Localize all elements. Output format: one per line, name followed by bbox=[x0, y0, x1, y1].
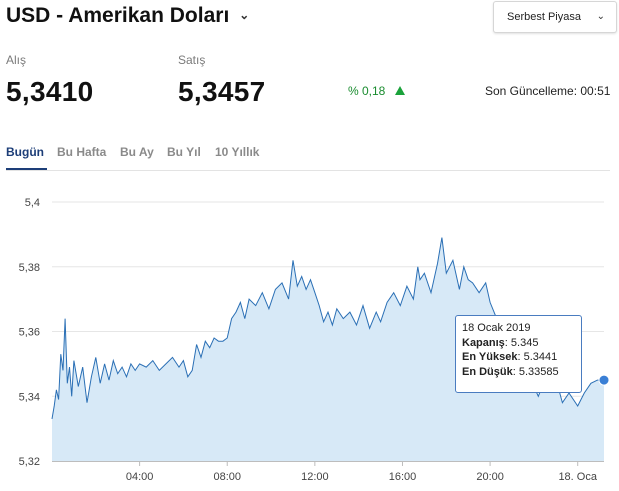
tooltip-high: En Yüksek: 5.3441 bbox=[462, 351, 558, 363]
sell-label: Satış bbox=[178, 53, 206, 67]
x-tick-label: 16:00 bbox=[389, 471, 417, 483]
last-updated: Son Güncelleme: 00:51 bbox=[485, 84, 611, 98]
change-indicator: % 0,18 bbox=[348, 84, 406, 98]
buy-label: Alış bbox=[6, 53, 27, 67]
market-select[interactable]: Serbest Piyasa ⌄ bbox=[493, 1, 617, 33]
currency-title-text: USD - Amerikan Doları bbox=[6, 4, 230, 27]
tooltip-low: En Düşük: 5.33585 bbox=[462, 365, 559, 378]
y-axis-ticks: 5,4 5,38 5,36 5,34 5,32 bbox=[19, 197, 40, 468]
y-tick-label: 5,4 bbox=[25, 197, 40, 209]
tooltip-low-value: 5.33585 bbox=[518, 365, 559, 378]
tab-this-week[interactable]: Bu Hafta bbox=[57, 145, 107, 159]
buy-value: 5,3410 bbox=[6, 76, 94, 107]
currency-title[interactable]: USD - Amerikan Doları ⌄ bbox=[6, 4, 249, 28]
change-value: % 0,18 bbox=[348, 84, 386, 98]
tab-this-month[interactable]: Bu Ay bbox=[120, 145, 154, 159]
x-tick-label: 18. Oca bbox=[558, 471, 597, 483]
active-tab-indicator bbox=[6, 168, 47, 170]
tooltip-close: Kapanış: 5.345 bbox=[462, 336, 539, 349]
tooltip-high-label: En Yüksek bbox=[462, 351, 518, 363]
price-area-fill bbox=[52, 237, 604, 461]
tab-ten-years[interactable]: 10 Yıllık bbox=[215, 145, 260, 159]
tab-today[interactable]: Bugün bbox=[6, 145, 44, 159]
hover-point-marker[interactable] bbox=[598, 374, 610, 386]
y-tick-label: 5,32 bbox=[19, 456, 40, 468]
arrow-up-icon bbox=[395, 86, 406, 95]
y-tick-label: 5,38 bbox=[19, 262, 40, 274]
price-line bbox=[51, 237, 604, 419]
tooltip-high-value: 5.3441 bbox=[523, 351, 558, 363]
tooltip-low-label: En Düşük bbox=[462, 365, 513, 378]
sell-value: 5,3457 bbox=[178, 76, 266, 107]
tooltip-close-value: 5.345 bbox=[510, 336, 539, 349]
tabs-divider bbox=[6, 170, 610, 171]
y-tick-label: 5,36 bbox=[19, 327, 40, 339]
x-axis-ticks: 04:00 08:00 12:00 16:00 20:00 18. Oca bbox=[126, 461, 598, 483]
x-tick-label: 08:00 bbox=[213, 471, 241, 483]
chevron-down-icon: ⌄ bbox=[596, 11, 605, 22]
tooltip-date: 18 Ocak 2019 bbox=[462, 322, 531, 334]
market-select-value: Serbest Piyasa bbox=[507, 11, 581, 23]
x-tick-label: 20:00 bbox=[476, 471, 504, 483]
price-tooltip: 18 Ocak 2019 Kapanış: 5.345 En Yüksek: 5… bbox=[455, 315, 582, 393]
y-tick-label: 5,34 bbox=[19, 391, 40, 403]
x-tick-label: 12:00 bbox=[301, 471, 329, 483]
x-tick-label: 04:00 bbox=[126, 471, 154, 483]
tab-this-year[interactable]: Bu Yıl bbox=[167, 145, 201, 159]
tooltip-close-label: Kapanış bbox=[462, 336, 505, 349]
price-chart[interactable]: 5,4 5,38 5,36 5,34 5,32 04:00 08:00 12:00 16:00… bbox=[0, 180, 619, 491]
chevron-down-icon[interactable]: ⌄ bbox=[239, 8, 250, 22]
